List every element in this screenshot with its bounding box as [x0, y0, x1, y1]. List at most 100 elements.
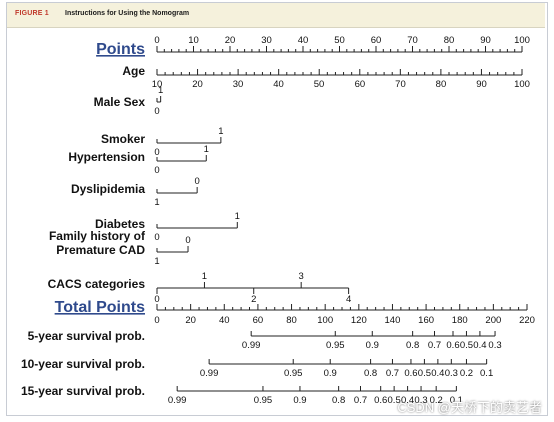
points-axis-label: Points	[96, 41, 145, 58]
figure-header: FIGURE 1 Instructions for Using the Nomo…	[7, 3, 545, 28]
points-tick-label: 100	[514, 35, 530, 46]
dyslipidemia-label: Dyslipidemia	[71, 182, 145, 196]
15-year-survival-prob-tick-label: 0.99	[168, 395, 187, 406]
cacs-categories-tick-label: 2	[251, 294, 256, 305]
age-tick-label: 10	[152, 79, 163, 90]
total-points-tick-label: 40	[219, 315, 230, 326]
15-year-survival-prob-label: 15-year survival prob.	[21, 384, 145, 398]
total-points-tick-label: 200	[485, 315, 501, 326]
10-year-survival-prob-tick-label: 0.1	[480, 368, 493, 379]
5-year-survival-prob-tick-label: 0.6	[446, 340, 459, 351]
10-year-survival-prob-tick-label: 0.3	[445, 368, 458, 379]
10-year-survival-prob-tick-label: 0.9	[324, 368, 337, 379]
cacs-categories-tick-label: 1	[202, 271, 207, 282]
family-history-of-premature-cad-tick-label: 1	[154, 256, 159, 267]
10-year-survival-prob-tick-label: 0.4	[431, 368, 444, 379]
family-history-of-premature-cad-label: Premature CAD	[56, 243, 145, 257]
points-tick-label: 30	[261, 35, 272, 46]
total-points-axis-label: Total Points	[55, 299, 145, 316]
total-points-tick-label: 100	[317, 315, 333, 326]
points-tick-label: 90	[480, 35, 491, 46]
total-points-tick-label: 180	[452, 315, 468, 326]
5-year-survival-prob-tick-label: 0.95	[326, 340, 345, 351]
hypertension-tick-label: 0	[154, 165, 159, 176]
15-year-survival-prob-tick-label: 0.7	[354, 395, 367, 406]
total-points-tick-label: 140	[385, 315, 401, 326]
male-sex-label: Male Sex	[94, 95, 146, 109]
total-points-tick-label: 220	[519, 315, 535, 326]
5-year-survival-prob-tick-label: 0.5	[460, 340, 473, 351]
family-history-of-premature-cad-label: Family history of	[49, 229, 146, 243]
figure-frame	[6, 2, 548, 416]
5-year-survival-prob-tick-label: 0.7	[428, 340, 441, 351]
10-year-survival-prob-tick-label: 0.95	[284, 368, 303, 379]
diabetes-tick-label: 0	[154, 232, 159, 243]
diabetes-label: Diabetes	[95, 217, 145, 231]
age-tick-label: 30	[233, 79, 244, 90]
cacs-categories-label: CACS categories	[48, 277, 146, 291]
5-year-survival-prob-label: 5-year survival prob.	[28, 329, 145, 343]
smoker-label: Smoker	[101, 132, 145, 146]
10-year-survival-prob-tick-label: 0.2	[460, 368, 473, 379]
points-tick-label: 20	[225, 35, 236, 46]
points-tick-label: 0	[154, 35, 159, 46]
5-year-survival-prob-tick-label: 0.9	[366, 340, 379, 351]
dyslipidemia-tick-label: 0	[195, 176, 200, 187]
cacs-categories-tick-label: 4	[346, 294, 351, 305]
age-label: Age	[122, 64, 145, 78]
hypertension-tick-label: 1	[204, 144, 209, 155]
age-tick-label: 50	[314, 79, 325, 90]
figure-title: Instructions for Using the Nomogram	[65, 10, 190, 17]
10-year-survival-prob-tick-label: 0.8	[364, 368, 377, 379]
diabetes-tick-label: 1	[235, 211, 240, 222]
15-year-survival-prob-tick-label: 0.4	[401, 395, 414, 406]
dyslipidemia-tick-label: 1	[154, 197, 159, 208]
hypertension-label: Hypertension	[68, 150, 145, 164]
15-year-survival-prob-tick-label: 0.8	[332, 395, 345, 406]
age-tick-label: 40	[273, 79, 284, 90]
figure-label: FIGURE 1	[15, 10, 49, 17]
15-year-survival-prob-tick-label: 0.9	[293, 395, 306, 406]
points-tick-label: 80	[444, 35, 455, 46]
points-tick-label: 10	[188, 35, 199, 46]
points-tick-label: 70	[407, 35, 418, 46]
age-tick-label: 60	[355, 79, 366, 90]
points-tick-label: 50	[334, 35, 345, 46]
5-year-survival-prob-tick-label: 0.3	[488, 340, 501, 351]
5-year-survival-prob-tick-label: 0.8	[406, 340, 419, 351]
15-year-survival-prob-tick-label: 0.2	[430, 395, 443, 406]
male-sex-tick-label: 0	[154, 106, 159, 117]
15-year-survival-prob-tick-label: 0.95	[254, 395, 273, 406]
5-year-survival-prob-tick-label: 0.4	[473, 340, 486, 351]
watermark: CSDN @天桥下的卖艺者	[397, 400, 542, 415]
total-points-tick-label: 0	[154, 315, 159, 326]
age-tick-label: 100	[514, 79, 530, 90]
cacs-categories-tick-label: 3	[299, 271, 304, 282]
age-tick-label: 20	[192, 79, 203, 90]
age-tick-label: 70	[395, 79, 406, 90]
cacs-categories-tick-label: 0	[154, 294, 159, 305]
male-sex-tick-label: 1	[158, 85, 163, 96]
family-history-of-premature-cad-tick-label: 0	[185, 235, 190, 246]
10-year-survival-prob-tick-label: 0.6	[404, 368, 417, 379]
age-tick-label: 90	[476, 79, 487, 90]
10-year-survival-prob-tick-label: 0.99	[200, 368, 219, 379]
total-points-tick-label: 20	[185, 315, 196, 326]
5-year-survival-prob-tick-label: 0.99	[242, 340, 261, 351]
total-points-tick-label: 60	[253, 315, 264, 326]
points-tick-label: 60	[371, 35, 382, 46]
total-points-tick-label: 120	[351, 315, 367, 326]
15-year-survival-prob-tick-label: 0.3	[414, 395, 427, 406]
points-tick-label: 40	[298, 35, 309, 46]
smoker-tick-label: 1	[218, 126, 223, 137]
15-year-survival-prob-tick-label: 0.5	[388, 395, 401, 406]
10-year-survival-prob-label: 10-year survival prob.	[21, 357, 145, 371]
15-year-survival-prob-tick-label: 0.1	[450, 395, 463, 406]
10-year-survival-prob-tick-label: 0.5	[418, 368, 431, 379]
10-year-survival-prob-tick-label: 0.7	[386, 368, 399, 379]
total-points-tick-label: 80	[286, 315, 297, 326]
age-tick-label: 80	[436, 79, 447, 90]
15-year-survival-prob-tick-label: 0.6	[374, 395, 387, 406]
smoker-tick-label: 0	[154, 147, 159, 158]
